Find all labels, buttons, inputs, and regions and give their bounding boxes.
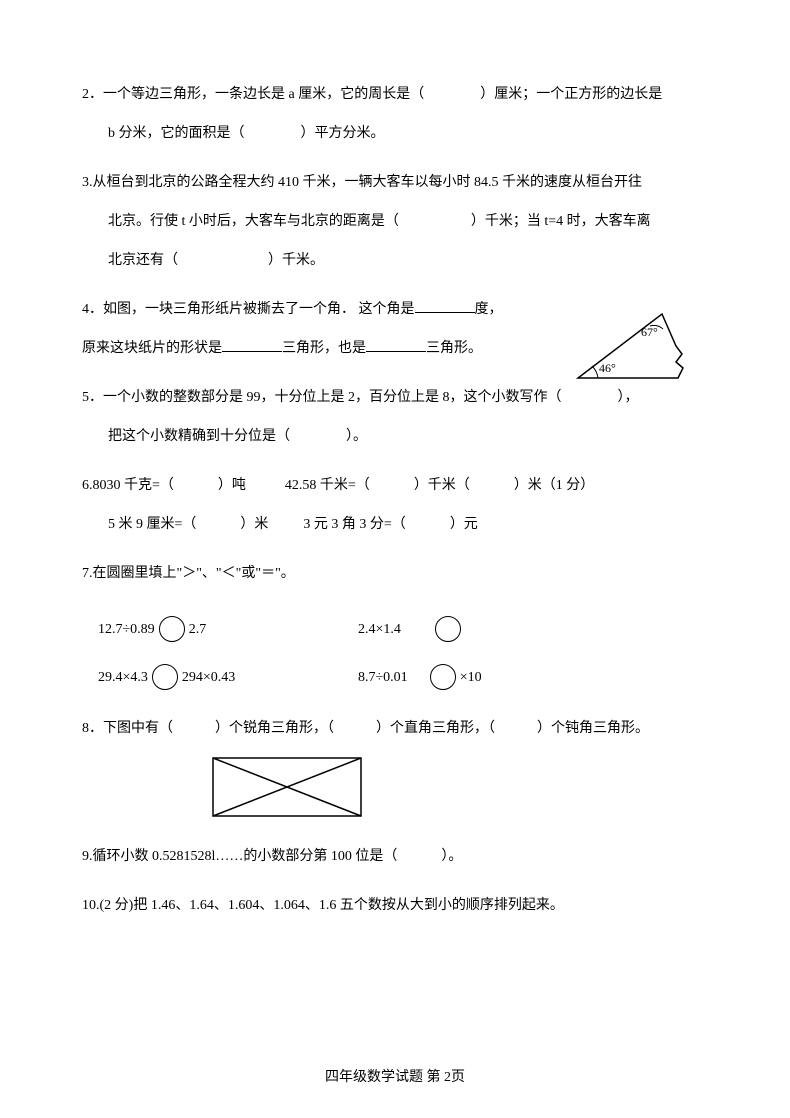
q9-line: 9.循环小数 0.5281528l……的小数部分第 100 位是（ ）。	[82, 846, 708, 867]
q5-line2-b: ）。	[346, 429, 367, 444]
q7-r1-l-rhs: 2.7	[189, 619, 207, 640]
q5-text-a: 一个小数的整数部分是 99，十分位上是 2，百分位上是 8，这个小数写作（	[103, 390, 562, 405]
q9-b: ）。	[441, 849, 462, 864]
q3-line3-b: ）千米。	[268, 253, 324, 268]
q3-line2: 北京。行使 t 小时后，大客车与北京的距离是（ ）千米；当 t=4 时，大客车离	[82, 211, 708, 232]
q2-text-a: 一个等边三角形，一条边长是 a 厘米，它的周长是（	[103, 87, 424, 102]
rectangle-figure	[212, 757, 708, 824]
circle-blank	[435, 616, 461, 642]
q8-b: ）个锐角三角形，（	[215, 721, 334, 736]
blank-underline	[222, 338, 282, 352]
q7-header: 7.在圆圈里填上"＞"、"＜"或"＝"。	[82, 563, 708, 584]
q6-i2: 42.58 千米=（	[285, 478, 370, 493]
q3-line2-b: ）千米；当 t=4 时，大客车离	[471, 214, 651, 229]
q6-i4: ）米（1 分）	[514, 478, 595, 493]
q6-i1: ）吨	[218, 478, 246, 493]
q8-line: 8．下图中有（ ）个锐角三角形，（ ）个直角三角形，（ ）个钝角三角形。	[82, 718, 708, 739]
question-10: 10.(2 分)把 1.46、1.64、1.604、1.064、1.6 五个数按…	[82, 895, 708, 916]
q6-i7: 3 元 3 角 3 分=（	[303, 517, 405, 532]
q6-i3: ）千米（	[414, 478, 470, 493]
q3-prefix: 3.	[82, 175, 93, 190]
q4-text-a: 如图，一块三角形纸片被撕去了一个角． 这个角是	[103, 302, 415, 317]
page-footer: 四年级数学试题 第 2页	[0, 1067, 790, 1088]
q7-r2-right: 8.7÷0.01 ×10	[358, 664, 482, 690]
circle-blank	[152, 664, 178, 690]
blank-underline	[366, 338, 426, 352]
q7-prefix: 7.	[82, 566, 93, 581]
q4-line2-a: 原来这块纸片的形状是	[82, 341, 222, 356]
q4-line2-c: 三角形。	[426, 341, 482, 356]
q7-r2-l-rhs: 294×0.43	[182, 667, 235, 688]
q6-i8: ）元	[450, 517, 478, 532]
q6-line1: 6.8030 千克=（ ）吨 42.58 千米=（ ）千米（ ）米（1 分）	[82, 475, 708, 496]
q5-line2-a: 把这个小数精确到十分位是（	[108, 429, 290, 444]
q2-line2-b: ）平方分米。	[301, 126, 385, 141]
q2-line2: b 分米，它的面积是（ ）平方分米。	[82, 123, 708, 144]
question-9: 9.循环小数 0.5281528l……的小数部分第 100 位是（ ）。	[82, 846, 708, 867]
q2-line1: 2．一个等边三角形，一条边长是 a 厘米，它的周长是（ ）厘米；一个正方形的边长是	[82, 84, 708, 105]
q7-r1-r-lhs: 2.4×1.4	[358, 619, 401, 640]
q6-i0: 6.8030 千克=（	[82, 478, 174, 493]
question-3: 3.从桓台到北京的公路全程大约 410 千米，一辆大客车以每小时 84.5 千米…	[82, 172, 708, 271]
q7-r2-r-lhs: 8.7÷0.01	[358, 667, 408, 688]
triangle-svg: 46° 67°	[570, 306, 700, 386]
q8-c: ）个直角三角形，（	[376, 721, 495, 736]
q7-r2-left: 29.4×4.3 294×0.43	[98, 664, 358, 690]
q10-prefix: 10.	[82, 898, 100, 913]
q3-line3-a: 北京还有（	[108, 253, 178, 268]
q10-text: (2 分)把 1.46、1.64、1.604、1.064、1.6 五个数按从大到…	[100, 898, 564, 913]
q5-line2: 把这个小数精确到十分位是（ ）。	[82, 426, 708, 447]
q3-text-a: 从桓台到北京的公路全程大约 410 千米，一辆大客车以每小时 84.5 千米的速…	[93, 175, 643, 190]
svg-text:46°: 46°	[599, 361, 616, 375]
rect-svg	[212, 757, 362, 817]
q3-line3: 北京还有（ ）千米。	[82, 250, 708, 271]
q7-text: 在圆圈里填上"＞"、"＜"或"＝"。	[93, 566, 295, 581]
q8-a: 下图中有（	[103, 721, 173, 736]
q7-r1-left: 12.7÷0.89 2.7	[98, 616, 358, 642]
q5-prefix: 5．	[82, 390, 103, 405]
question-8: 8．下图中有（ ）个锐角三角形，（ ）个直角三角形，（ ）个钝角三角形。	[82, 718, 708, 824]
q8-prefix: 8．	[82, 721, 103, 736]
q6-line2: 5 米 9 厘米=（ ）米 3 元 3 角 3 分=（ ）元	[82, 514, 708, 535]
footer-text: 四年级数学试题 第 2页	[325, 1070, 465, 1085]
q7-r2-l-lhs: 29.4×4.3	[98, 667, 148, 688]
q7-r1-l-lhs: 12.7÷0.89	[98, 619, 155, 640]
q4-text-b: 度，	[475, 302, 503, 317]
blank-underline	[415, 299, 475, 313]
q2-line2-a: b 分米，它的面积是（	[108, 126, 245, 141]
q6-i6: ）米	[240, 517, 268, 532]
question-6: 6.8030 千克=（ ）吨 42.58 千米=（ ）千米（ ）米（1 分） 5 米 …	[82, 475, 708, 535]
q9-a: 循环小数 0.5281528l……的小数部分第 100 位是（	[93, 849, 398, 864]
q3-line1: 3.从桓台到北京的公路全程大约 410 千米，一辆大客车以每小时 84.5 千米…	[82, 172, 708, 193]
spacer	[82, 602, 708, 616]
q7-row-1: 12.7÷0.89 2.7 2.4×1.4	[82, 616, 708, 642]
q9-prefix: 9.	[82, 849, 93, 864]
q4-line2-b: 三角形，也是	[282, 341, 366, 356]
question-5: 5．一个小数的整数部分是 99，十分位上是 2，百分位上是 8，这个小数写作（ ）…	[82, 387, 708, 447]
triangle-figure: 46° 67°	[570, 306, 700, 393]
q7-r1-right: 2.4×1.4	[358, 616, 465, 642]
circle-blank	[159, 616, 185, 642]
question-2: 2．一个等边三角形，一条边长是 a 厘米，它的周长是（ ）厘米；一个正方形的边长是…	[82, 84, 708, 144]
svg-text:67°: 67°	[641, 325, 658, 339]
q8-d: ）个钝角三角形。	[537, 721, 649, 736]
circle-blank	[430, 664, 456, 690]
q7-row-2: 29.4×4.3 294×0.43 8.7÷0.01 ×10	[82, 664, 708, 690]
q4-prefix: 4．	[82, 302, 103, 317]
q3-line2-a: 北京。行使 t 小时后，大客车与北京的距离是（	[108, 214, 399, 229]
q10-line: 10.(2 分)把 1.46、1.64、1.604、1.064、1.6 五个数按…	[82, 895, 708, 916]
q2-text-b: ）厘米；一个正方形的边长是	[480, 87, 662, 102]
question-7: 7.在圆圈里填上"＞"、"＜"或"＝"。 12.7÷0.89 2.7 2.4×1…	[82, 563, 708, 690]
q6-i5: 5 米 9 厘米=（	[108, 517, 196, 532]
q2-prefix: 2．	[82, 87, 103, 102]
q7-r2-r-rhs: ×10	[460, 667, 482, 688]
